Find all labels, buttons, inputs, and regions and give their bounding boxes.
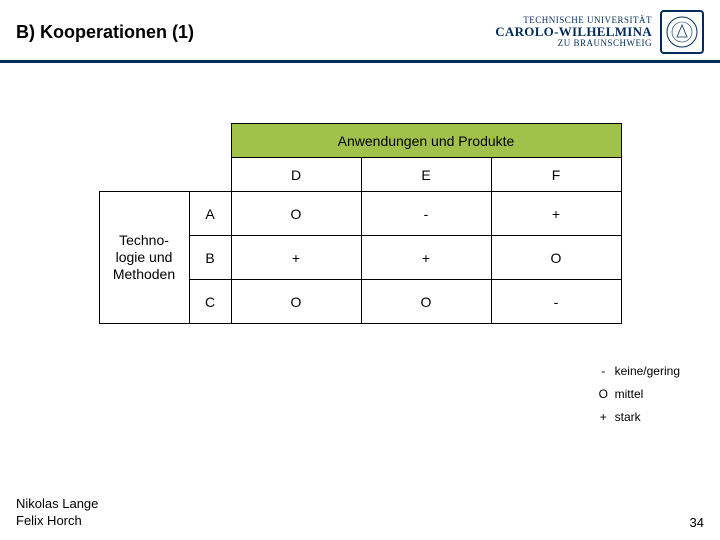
author-name: Nikolas Lange bbox=[16, 496, 98, 513]
slide-footer: Nikolas Lange Felix Horch 34 bbox=[16, 496, 704, 530]
logo-line3: ZU BRAUNSCHWEIG bbox=[495, 39, 652, 48]
logo-text: TECHNISCHE UNIVERSITÄT CAROLO-WILHELMINA… bbox=[495, 16, 652, 49]
col-header: F bbox=[491, 158, 621, 192]
matrix-cell: O bbox=[231, 280, 361, 324]
cooperation-matrix: Anwendungen und Produkte D E F Techno- l… bbox=[99, 123, 622, 324]
legend-symbol: - bbox=[595, 360, 611, 383]
corner-cell bbox=[189, 158, 231, 192]
matrix-cell: - bbox=[491, 280, 621, 324]
legend-item: - keine/gering bbox=[595, 360, 680, 383]
legend-symbol: O bbox=[595, 383, 611, 406]
content-area: Anwendungen und Produkte D E F Techno- l… bbox=[0, 63, 720, 324]
matrix-cell: + bbox=[361, 236, 491, 280]
matrix-cell: O bbox=[361, 280, 491, 324]
authors: Nikolas Lange Felix Horch bbox=[16, 496, 98, 530]
corner-cell bbox=[189, 124, 231, 158]
seal-icon bbox=[660, 10, 704, 54]
legend-symbol: + bbox=[595, 406, 611, 429]
slide-header: B) Kooperationen (1) TECHNISCHE UNIVERSI… bbox=[0, 0, 720, 60]
corner-cell bbox=[99, 124, 189, 158]
matrix-cell: - bbox=[361, 192, 491, 236]
matrix-cell: O bbox=[231, 192, 361, 236]
matrix-cell: + bbox=[491, 192, 621, 236]
matrix-cell: + bbox=[231, 236, 361, 280]
row-header: C bbox=[189, 280, 231, 324]
legend-item: + stark bbox=[595, 406, 680, 429]
legend: - keine/gering O mittel + stark bbox=[595, 360, 680, 428]
logo-line2: CAROLO-WILHELMINA bbox=[495, 25, 652, 39]
author-name: Felix Horch bbox=[16, 513, 98, 530]
row-header: B bbox=[189, 236, 231, 280]
legend-label: keine/gering bbox=[615, 364, 680, 378]
university-logo: TECHNISCHE UNIVERSITÄT CAROLO-WILHELMINA… bbox=[495, 10, 704, 54]
row-header: A bbox=[189, 192, 231, 236]
corner-cell bbox=[99, 158, 189, 192]
matrix-cell: O bbox=[491, 236, 621, 280]
legend-label: stark bbox=[615, 410, 641, 424]
col-header: D bbox=[231, 158, 361, 192]
matrix-top-title: Anwendungen und Produkte bbox=[231, 124, 621, 158]
legend-item: O mittel bbox=[595, 383, 680, 406]
slide-title: B) Kooperationen (1) bbox=[16, 22, 194, 43]
col-header: E bbox=[361, 158, 491, 192]
matrix-side-title: Techno- logie und Methoden bbox=[99, 192, 189, 324]
legend-label: mittel bbox=[615, 387, 644, 401]
page-number: 34 bbox=[690, 515, 704, 530]
